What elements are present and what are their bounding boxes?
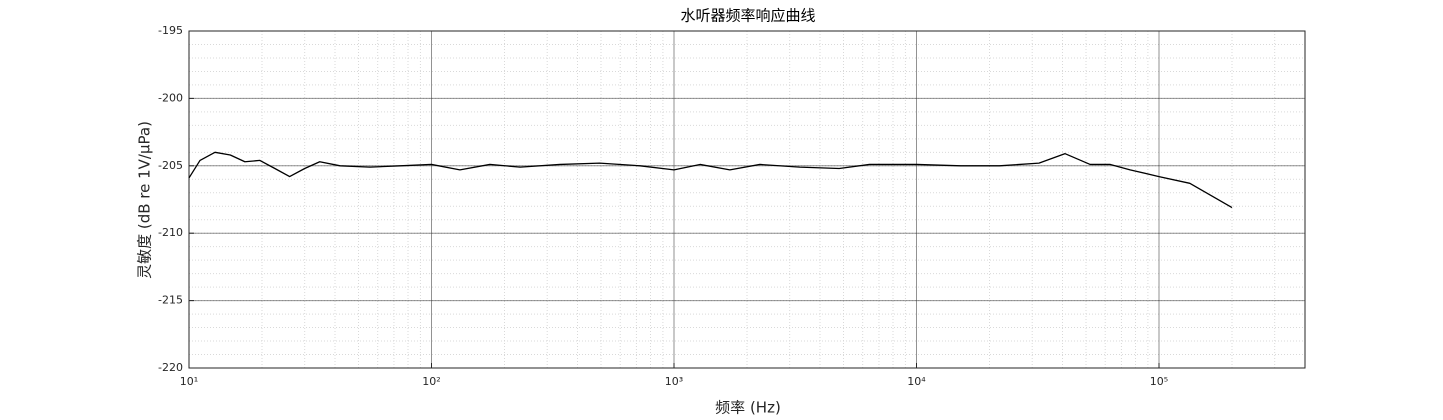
- x-axis-label: 频率 (Hz): [715, 399, 781, 417]
- chart-title: 水听器频率响应曲线: [680, 7, 815, 25]
- x-tick-label: 10²: [422, 375, 440, 388]
- y-tick-label: -220: [158, 361, 183, 374]
- y-axis-label: 灵敏度 (dB re 1V/μPa): [136, 121, 154, 279]
- x-tick-label: 10³: [665, 375, 683, 388]
- axes-box: [188, 30, 1306, 369]
- y-tick-label: -200: [158, 91, 183, 104]
- x-tick-label: 10⁵: [1150, 375, 1168, 388]
- y-tick-label: -215: [158, 294, 183, 307]
- y-tick-label: -205: [158, 159, 183, 172]
- y-tick-label: -210: [158, 226, 183, 239]
- x-tick-label: 10¹: [180, 375, 198, 388]
- x-tick-label: 10⁴: [907, 375, 926, 388]
- data-line: [188, 151, 1233, 209]
- y-tick-label: -195: [158, 24, 183, 37]
